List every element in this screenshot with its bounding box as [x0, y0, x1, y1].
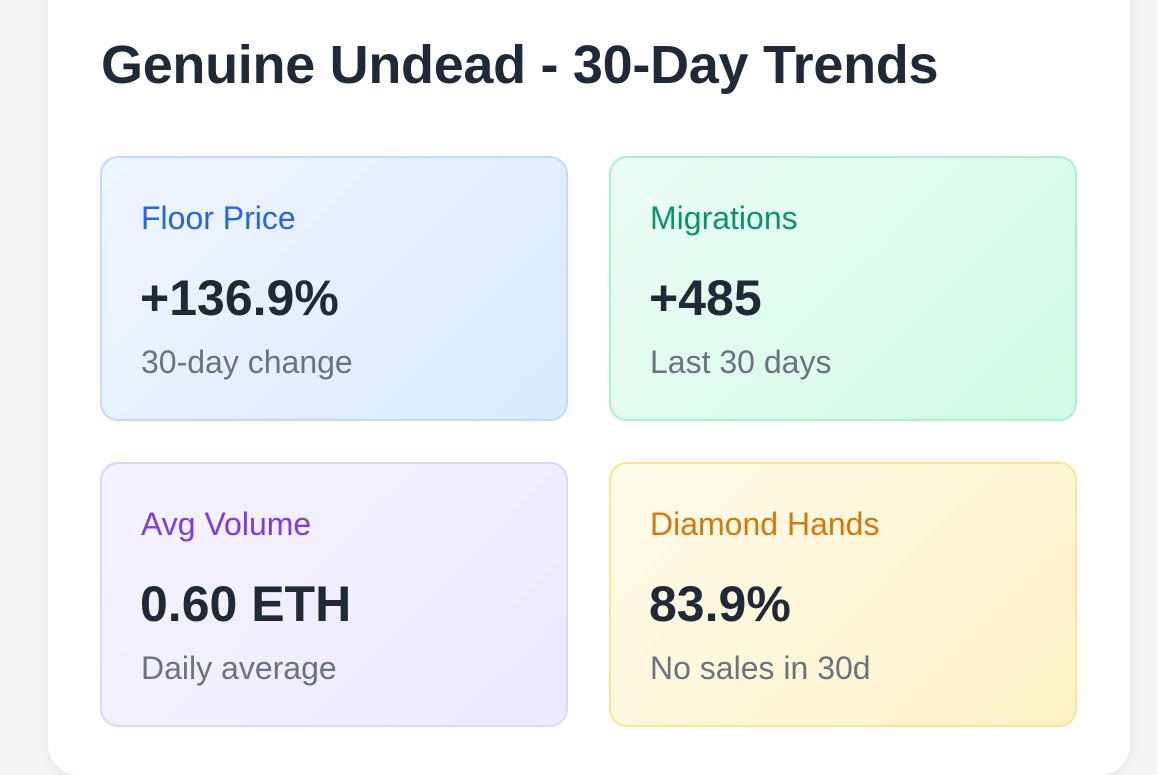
stat-value: +485 [649, 270, 762, 326]
stat-subtext: Daily average [141, 650, 337, 686]
stat-label: Diamond Hands [650, 506, 880, 542]
stat-label: Avg Volume [141, 506, 312, 542]
page-title: Genuine Undead - 30-Day Trends [101, 35, 939, 95]
stat-subtext: 30-day change [141, 344, 353, 380]
stat-value: +136.9% [140, 270, 339, 326]
stat-card-avg-volume: Avg Volume 0.60 ETH Daily average [100, 462, 568, 727]
stat-subtext: Last 30 days [650, 344, 832, 380]
stat-value: 83.9% [649, 576, 791, 632]
stat-label: Migrations [650, 200, 798, 236]
stat-label: Floor Price [141, 200, 296, 236]
stat-card-floor-price: Floor Price +136.9% 30-day change [100, 156, 568, 421]
stat-card-diamond-hands: Diamond Hands 83.9% No sales in 30d [609, 462, 1077, 727]
stat-subtext: No sales in 30d [650, 650, 871, 686]
stat-value: 0.60 ETH [140, 576, 352, 632]
stat-card-migrations: Migrations +485 Last 30 days [609, 156, 1077, 421]
